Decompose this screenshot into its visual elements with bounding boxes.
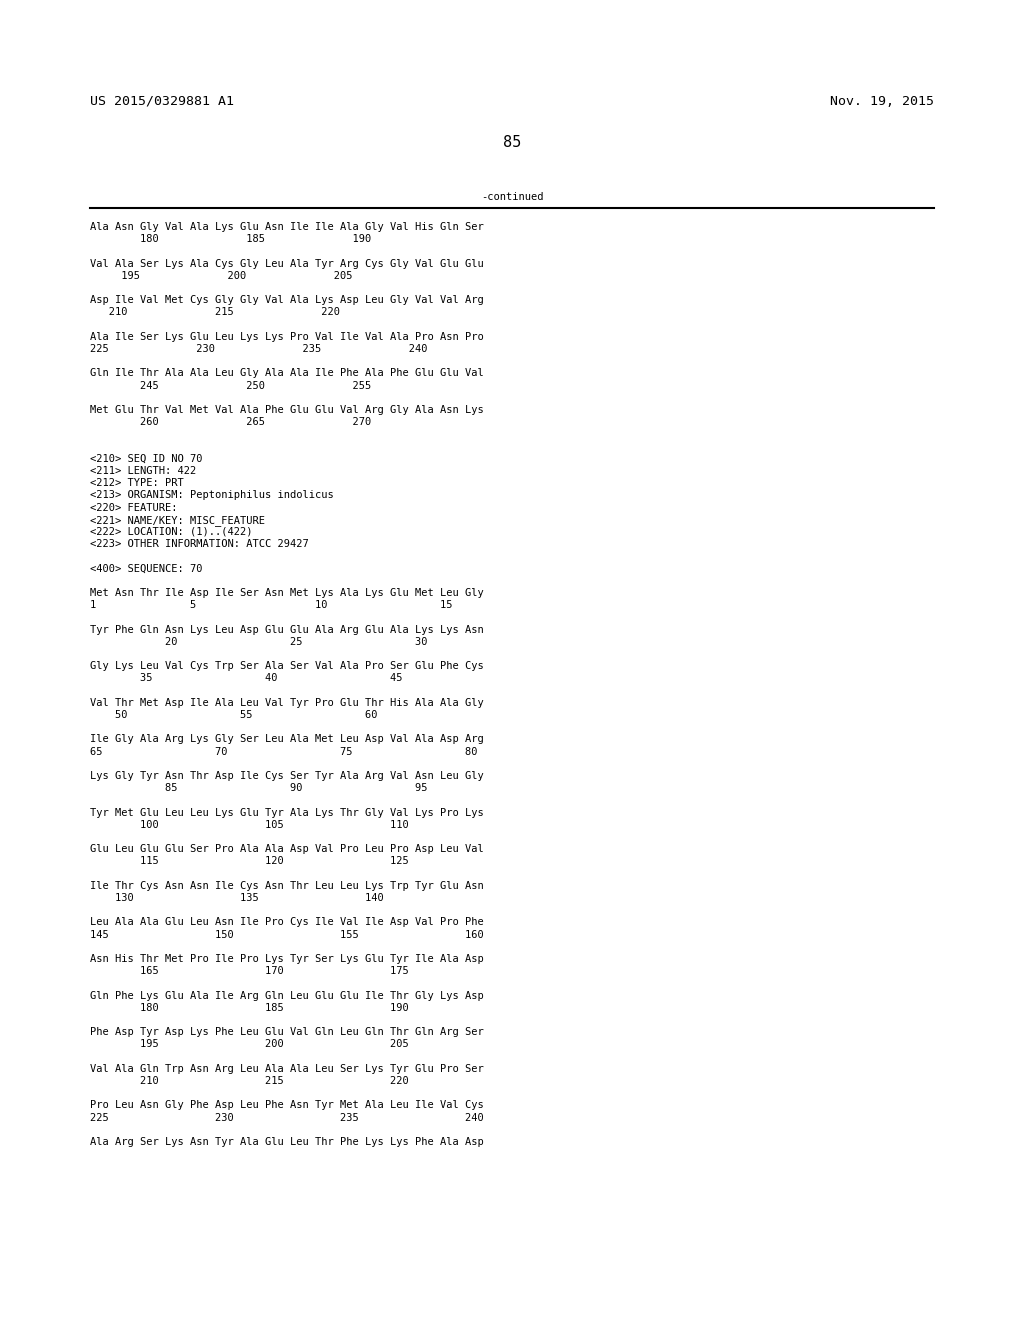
Text: Val Ala Ser Lys Ala Cys Gly Leu Ala Tyr Arg Cys Gly Val Glu Glu: Val Ala Ser Lys Ala Cys Gly Leu Ala Tyr …: [90, 259, 483, 268]
Text: 195              200              205: 195 200 205: [90, 271, 352, 281]
Text: Asp Ile Val Met Cys Gly Gly Val Ala Lys Asp Leu Gly Val Val Arg: Asp Ile Val Met Cys Gly Gly Val Ala Lys …: [90, 296, 483, 305]
Text: 1               5                   10                  15: 1 5 10 15: [90, 601, 453, 610]
Text: Ile Thr Cys Asn Asn Ile Cys Asn Thr Leu Leu Lys Trp Tyr Glu Asn: Ile Thr Cys Asn Asn Ile Cys Asn Thr Leu …: [90, 880, 483, 891]
Text: 145                 150                 155                 160: 145 150 155 160: [90, 929, 483, 940]
Text: 245              250              255: 245 250 255: [90, 380, 372, 391]
Text: Met Asn Thr Ile Asp Ile Ser Asn Met Lys Ala Lys Glu Met Leu Gly: Met Asn Thr Ile Asp Ile Ser Asn Met Lys …: [90, 587, 483, 598]
Text: Val Ala Gln Trp Asn Arg Leu Ala Ala Leu Ser Lys Tyr Glu Pro Ser: Val Ala Gln Trp Asn Arg Leu Ala Ala Leu …: [90, 1064, 483, 1073]
Text: <223> OTHER INFORMATION: ATCC 29427: <223> OTHER INFORMATION: ATCC 29427: [90, 539, 309, 549]
Text: Leu Ala Ala Glu Leu Asn Ile Pro Cys Ile Val Ile Asp Val Pro Phe: Leu Ala Ala Glu Leu Asn Ile Pro Cys Ile …: [90, 917, 483, 928]
Text: Asn His Thr Met Pro Ile Pro Lys Tyr Ser Lys Glu Tyr Ile Ala Asp: Asn His Thr Met Pro Ile Pro Lys Tyr Ser …: [90, 954, 483, 964]
Text: 210                 215                 220: 210 215 220: [90, 1076, 409, 1086]
Text: Pro Leu Asn Gly Phe Asp Leu Phe Asn Tyr Met Ala Leu Ile Val Cys: Pro Leu Asn Gly Phe Asp Leu Phe Asn Tyr …: [90, 1101, 483, 1110]
Text: 85                  90                  95: 85 90 95: [90, 783, 427, 793]
Text: US 2015/0329881 A1: US 2015/0329881 A1: [90, 95, 234, 108]
Text: 85: 85: [503, 135, 521, 150]
Text: -continued: -continued: [480, 191, 544, 202]
Text: 225              230              235              240: 225 230 235 240: [90, 345, 427, 354]
Text: 225                 230                 235                 240: 225 230 235 240: [90, 1113, 483, 1122]
Text: 180              185              190: 180 185 190: [90, 234, 372, 244]
Text: Tyr Met Glu Leu Leu Lys Glu Tyr Ala Lys Thr Gly Val Lys Pro Lys: Tyr Met Glu Leu Leu Lys Glu Tyr Ala Lys …: [90, 808, 483, 817]
Text: 50                  55                  60: 50 55 60: [90, 710, 378, 719]
Text: Gln Phe Lys Glu Ala Ile Arg Gln Leu Glu Glu Ile Thr Gly Lys Asp: Gln Phe Lys Glu Ala Ile Arg Gln Leu Glu …: [90, 990, 483, 1001]
Text: 210              215              220: 210 215 220: [90, 308, 340, 317]
Text: Ala Asn Gly Val Ala Lys Glu Asn Ile Ile Ala Gly Val His Gln Ser: Ala Asn Gly Val Ala Lys Glu Asn Ile Ile …: [90, 222, 483, 232]
Text: 195                 200                 205: 195 200 205: [90, 1039, 409, 1049]
Text: <213> ORGANISM: Peptoniphilus indolicus: <213> ORGANISM: Peptoniphilus indolicus: [90, 491, 334, 500]
Text: 180                 185                 190: 180 185 190: [90, 1003, 409, 1012]
Text: Val Thr Met Asp Ile Ala Leu Val Tyr Pro Glu Thr His Ala Ala Gly: Val Thr Met Asp Ile Ala Leu Val Tyr Pro …: [90, 698, 483, 708]
Text: <211> LENGTH: 422: <211> LENGTH: 422: [90, 466, 197, 477]
Text: 130                 135                 140: 130 135 140: [90, 894, 384, 903]
Text: 115                 120                 125: 115 120 125: [90, 857, 409, 866]
Text: 20                  25                  30: 20 25 30: [90, 636, 427, 647]
Text: Ala Ile Ser Lys Glu Leu Lys Lys Pro Val Ile Val Ala Pro Asn Pro: Ala Ile Ser Lys Glu Leu Lys Lys Pro Val …: [90, 331, 483, 342]
Text: Lys Gly Tyr Asn Thr Asp Ile Cys Ser Tyr Ala Arg Val Asn Leu Gly: Lys Gly Tyr Asn Thr Asp Ile Cys Ser Tyr …: [90, 771, 483, 781]
Text: 100                 105                 110: 100 105 110: [90, 820, 409, 830]
Text: Ile Gly Ala Arg Lys Gly Ser Leu Ala Met Leu Asp Val Ala Asp Arg: Ile Gly Ala Arg Lys Gly Ser Leu Ala Met …: [90, 734, 483, 744]
Text: 65                  70                  75                  80: 65 70 75 80: [90, 747, 477, 756]
Text: <210> SEQ ID NO 70: <210> SEQ ID NO 70: [90, 454, 203, 463]
Text: 165                 170                 175: 165 170 175: [90, 966, 409, 977]
Text: <222> LOCATION: (1)..(422): <222> LOCATION: (1)..(422): [90, 527, 253, 537]
Text: Gln Ile Thr Ala Ala Leu Gly Ala Ala Ile Phe Ala Phe Glu Glu Val: Gln Ile Thr Ala Ala Leu Gly Ala Ala Ile …: [90, 368, 483, 379]
Text: Nov. 19, 2015: Nov. 19, 2015: [830, 95, 934, 108]
Text: Gly Lys Leu Val Cys Trp Ser Ala Ser Val Ala Pro Ser Glu Phe Cys: Gly Lys Leu Val Cys Trp Ser Ala Ser Val …: [90, 661, 483, 671]
Text: <221> NAME/KEY: MISC_FEATURE: <221> NAME/KEY: MISC_FEATURE: [90, 515, 265, 525]
Text: Phe Asp Tyr Asp Lys Phe Leu Glu Val Gln Leu Gln Thr Gln Arg Ser: Phe Asp Tyr Asp Lys Phe Leu Glu Val Gln …: [90, 1027, 483, 1038]
Text: Ala Arg Ser Lys Asn Tyr Ala Glu Leu Thr Phe Lys Lys Phe Ala Asp: Ala Arg Ser Lys Asn Tyr Ala Glu Leu Thr …: [90, 1137, 483, 1147]
Text: <400> SEQUENCE: 70: <400> SEQUENCE: 70: [90, 564, 203, 574]
Text: Met Glu Thr Val Met Val Ala Phe Glu Glu Val Arg Gly Ala Asn Lys: Met Glu Thr Val Met Val Ala Phe Glu Glu …: [90, 405, 483, 414]
Text: Glu Leu Glu Glu Ser Pro Ala Ala Asp Val Pro Leu Pro Asp Leu Val: Glu Leu Glu Glu Ser Pro Ala Ala Asp Val …: [90, 845, 483, 854]
Text: Tyr Phe Gln Asn Lys Leu Asp Glu Glu Ala Arg Glu Ala Lys Lys Asn: Tyr Phe Gln Asn Lys Leu Asp Glu Glu Ala …: [90, 624, 483, 635]
Text: 260              265              270: 260 265 270: [90, 417, 372, 428]
Text: 35                  40                  45: 35 40 45: [90, 673, 402, 684]
Text: <212> TYPE: PRT: <212> TYPE: PRT: [90, 478, 183, 488]
Text: <220> FEATURE:: <220> FEATURE:: [90, 503, 177, 512]
